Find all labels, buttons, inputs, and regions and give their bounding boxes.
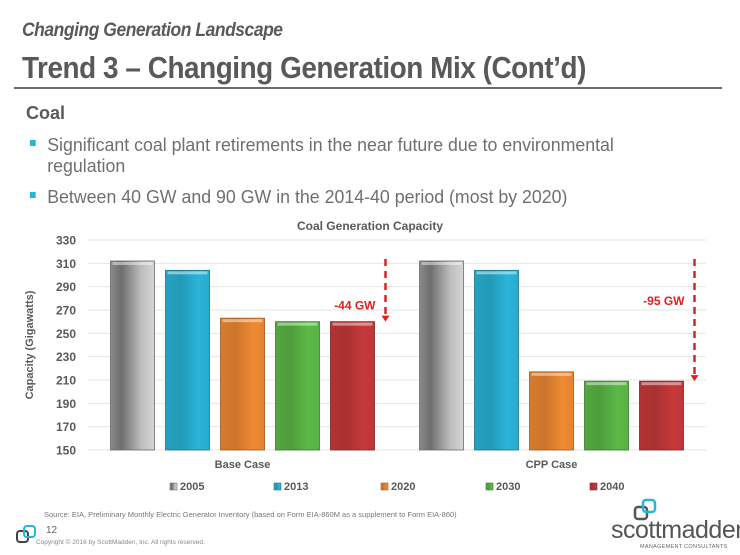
bar-2013-cpp-case	[474, 269, 519, 451]
x-category-label: Base Case	[215, 459, 271, 471]
bar-highlight	[531, 372, 572, 376]
legend-label-2040: 2040	[600, 481, 624, 493]
bar-2005-cpp-case	[419, 260, 464, 451]
y-tick-label: 270	[56, 304, 76, 318]
y-tick-label: 230	[56, 350, 76, 364]
x-category-label: CPP Case	[526, 459, 578, 471]
bar-highlight	[421, 262, 462, 265]
bar-2030-cpp-case	[584, 380, 629, 451]
chart-title: Coal Generation Capacity	[296, 219, 444, 233]
brand-tagline: MANAGEMENT CONSULTANTS	[640, 544, 728, 550]
bullet-square-icon	[29, 140, 36, 146]
reduction-label: -95 GW	[643, 294, 685, 308]
arrow-down-icon	[381, 315, 390, 322]
legend-swatch-2013	[273, 482, 282, 491]
scottmadden-small-logo-icon	[16, 525, 36, 543]
y-tick-label: 250	[56, 327, 76, 341]
y-tick-label: 190	[56, 397, 76, 411]
y-tick-label: 330	[56, 234, 76, 248]
y-tick-label: 150	[56, 444, 76, 458]
bullet-item: Between 40 GW and 90 GW in the 2014-40 p…	[28, 186, 681, 207]
bullet-list: Significant coal plant retirements in th…	[28, 134, 708, 217]
bar-2020-cpp-case	[529, 371, 574, 451]
legend-label-2005: 2005	[180, 481, 204, 493]
bar-2020-base-case	[220, 317, 265, 451]
y-tick-label: 290	[56, 280, 76, 294]
y-tick-label: 210	[56, 374, 76, 388]
bar-2040-base-case	[330, 321, 375, 451]
slide-title: Trend 3 – Changing Generation Mix (Cont’…	[22, 50, 586, 85]
y-axis-label: Capacity (Gigawatts)	[24, 290, 36, 399]
bar-highlight	[222, 319, 263, 323]
legend-label-2030: 2030	[496, 481, 520, 493]
bullet-square-icon	[29, 192, 36, 198]
legend-label-2013: 2013	[284, 481, 308, 493]
section-heading: Coal	[26, 103, 66, 123]
title-divider	[14, 87, 722, 89]
bar-highlight	[167, 271, 208, 275]
legend-swatch-2040	[589, 482, 598, 491]
bar-highlight	[277, 322, 318, 326]
bar-highlight	[476, 271, 517, 275]
brand-name: scottmadden	[611, 516, 740, 544]
bullet-text: Significant coal plant retirements in th…	[47, 134, 614, 176]
scottmadden-logo-icon	[633, 498, 657, 521]
bar-highlight	[641, 382, 682, 386]
page-number: 12	[46, 525, 58, 536]
bar-2005-base-case	[110, 260, 155, 451]
bar-highlight	[586, 382, 627, 386]
bar-2013-base-case	[165, 269, 210, 451]
bar-highlight	[332, 322, 373, 326]
reduction-label: -44 GW	[334, 299, 376, 313]
bullet-text: Between 40 GW and 90 GW in the 2014-40 p…	[47, 186, 568, 207]
slide-subtitle: Changing Generation Landscape	[22, 20, 283, 41]
y-tick-label: 310	[56, 257, 76, 271]
source-note: Source: EIA, Preliminary Monthly Electri…	[44, 510, 457, 519]
legend-swatch-2005	[169, 482, 178, 491]
bar-2040-cpp-case	[639, 380, 684, 451]
bullet-item: Significant coal plant retirements in th…	[28, 134, 681, 176]
copyright: Copyright © 2016 by ScottMadden, Inc. Al…	[36, 539, 205, 546]
arrow-down-icon	[690, 375, 699, 382]
y-tick-label: 170	[56, 420, 76, 434]
bar-2030-base-case	[275, 321, 320, 451]
legend-swatch-2020	[380, 482, 389, 491]
bar-highlight	[112, 262, 153, 265]
legend-label-2020: 2020	[391, 481, 415, 493]
legend-swatch-2030	[485, 482, 494, 491]
